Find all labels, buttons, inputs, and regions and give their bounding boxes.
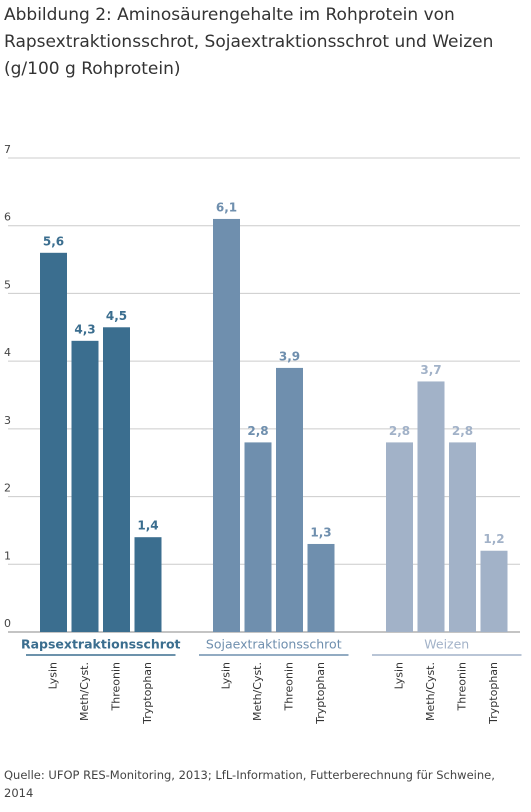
x-tick-label: Threonin [456,662,469,711]
bar [417,381,445,632]
value-label: 5,6 [43,234,64,248]
x-tick-label: Lysin [220,662,233,689]
x-tick-label: Threonin [283,662,296,711]
bar [244,442,272,632]
x-tick-label: Tryptophan [314,662,327,725]
bar [213,218,240,632]
x-tick-label: Lysin [393,662,406,689]
bar [276,367,303,632]
y-tick-label: 0 [4,617,11,630]
bar [386,442,413,632]
y-tick-label: 7 [4,143,11,156]
value-label: 6,1 [216,200,237,214]
chart-title: (g/100 g Rohprotein) [4,59,180,79]
value-label: 2,8 [247,424,268,438]
group-label: Sojaextraktionsschrot [206,637,342,652]
x-tick-label: Threonin [110,662,123,711]
chart: Abbildung 2: Aminosäurengehalte im Rohpr… [4,5,522,725]
y-tick-label: 6 [4,211,11,224]
x-tick-label: Tryptophan [141,662,154,725]
value-label: 4,3 [74,322,95,336]
value-label: 2,8 [389,424,410,438]
value-label: 4,5 [106,309,127,323]
value-label: 1,4 [137,519,158,533]
bar [307,543,335,632]
group-label: Rapsextraktionsschrot [21,637,181,652]
bar [40,252,67,633]
value-label: 1,2 [483,532,504,546]
bar [71,340,99,632]
y-tick-label: 2 [4,482,11,495]
chart-title: Rapsextraktionsschrot, Sojaextraktionssc… [4,32,493,52]
y-tick-label: 3 [4,414,11,427]
bar [449,442,476,632]
x-tick-label: Lysin [47,662,60,689]
y-tick-label: 4 [4,346,11,359]
x-tick-label: Meth/Cyst. [78,662,91,721]
bar [134,537,162,632]
group-label: Weizen [424,637,469,652]
value-label: 1,3 [310,525,331,539]
y-tick-label: 5 [4,278,11,291]
value-label: 3,7 [420,363,441,377]
source: Quelle: UFOP RES-Monitoring, 2013; LfL-I… [4,768,495,800]
x-tick-label: Meth/Cyst. [424,662,437,721]
y-tick-label: 1 [4,549,11,562]
bar [103,327,130,632]
bar [480,550,508,632]
x-tick-label: Tryptophan [487,662,500,725]
x-tick-label: Meth/Cyst. [251,662,264,721]
chart-title: Abbildung 2: Aminosäurengehalte im Rohpr… [4,5,455,25]
value-label: 2,8 [452,424,473,438]
value-label: 3,9 [279,349,300,363]
